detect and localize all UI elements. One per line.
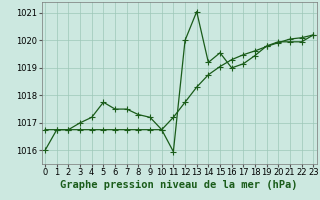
X-axis label: Graphe pression niveau de la mer (hPa): Graphe pression niveau de la mer (hPa) [60, 180, 298, 190]
